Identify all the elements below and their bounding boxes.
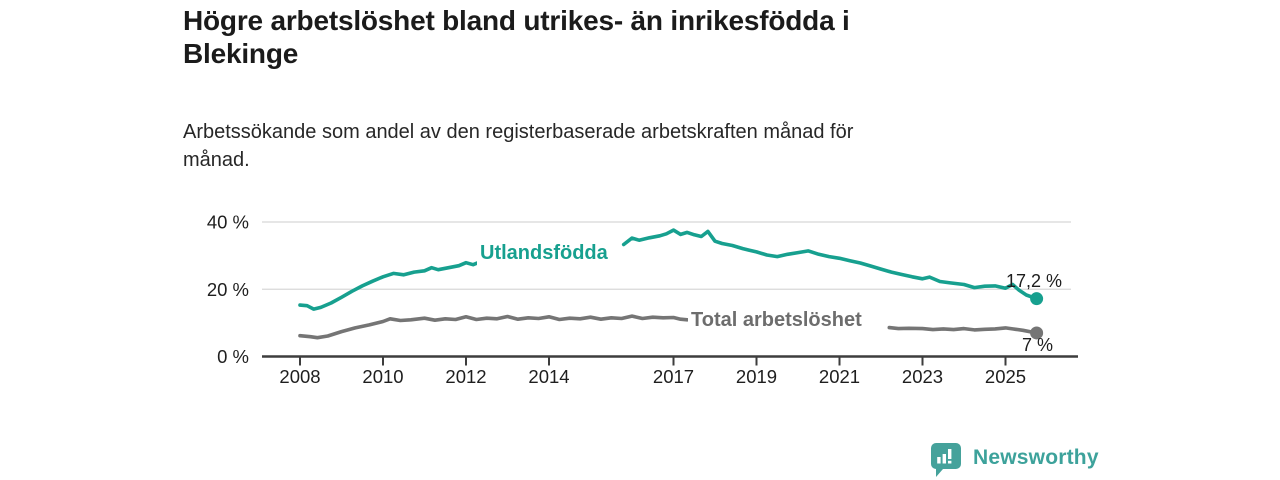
x-tick-label: 2023	[902, 366, 943, 387]
y-tick-label: 0 %	[217, 346, 249, 367]
series-label-utlandsfodda: Utlandsfödda	[477, 242, 611, 265]
x-tick-label: 2021	[819, 366, 860, 387]
series-line-1	[298, 314, 690, 340]
x-tick-label: 2017	[653, 366, 694, 387]
x-tick-label: 2008	[279, 366, 320, 387]
x-tick-label: 2025	[985, 366, 1026, 387]
brand-name: Newsworthy	[973, 446, 1099, 469]
y-tick-label: 20 %	[207, 279, 249, 300]
series-end-dot-1	[1030, 326, 1044, 340]
logo-bar-1	[937, 457, 941, 464]
x-tick-label: 2010	[362, 366, 403, 387]
newsworthy-brand: Newsworthy	[931, 443, 1099, 477]
chart-subtitle-line1: Arbetssökande som andel av den registerb…	[183, 121, 854, 143]
chart-subtitle-line2: månad.	[183, 149, 250, 172]
end-value-total-arbetsloshet: 7 %	[1022, 335, 1054, 355]
series-line-1	[887, 325, 1039, 335]
chart-title-line2: Blekinge	[183, 37, 299, 69]
series-label-total-arbetsloshet: Total arbetslöshet	[688, 309, 865, 332]
logo-exclamation-dot	[948, 460, 952, 464]
chart-title-line1: Högre arbetslöshet bland utrikes- än inr…	[183, 5, 850, 36]
x-tick-label: 2019	[736, 366, 777, 387]
x-tick-label: 2012	[445, 366, 486, 387]
series-line-0	[298, 260, 482, 311]
newsworthy-logo-icon	[931, 443, 961, 477]
chart-subtitle: Arbetssökande som andel av den registerb…	[183, 118, 1083, 175]
chart-title: Högre arbetslöshet bland utrikes- än inr…	[183, 5, 1123, 71]
x-tick-label: 2014	[528, 366, 569, 387]
logo-bar-2	[942, 454, 946, 464]
logo-exclamation-bar	[948, 449, 952, 459]
series-end-dot-0	[1030, 292, 1044, 306]
series-line-0	[621, 228, 1039, 301]
end-value-utlandsfodda: 17,2 %	[1006, 271, 1063, 291]
y-tick-label: 40 %	[207, 212, 249, 233]
